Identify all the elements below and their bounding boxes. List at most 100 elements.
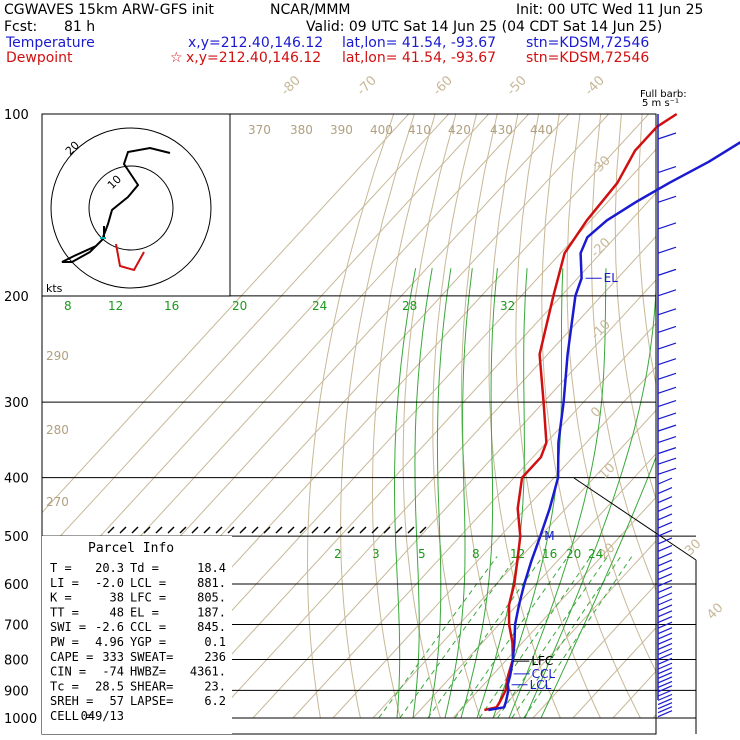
legend-temperature-stn: stn=KDSM,72546 xyxy=(526,35,650,51)
freezing-hatch xyxy=(143,526,151,534)
parcel-row-7-col-3: 4361. xyxy=(190,665,226,679)
dewpoint-line xyxy=(484,112,678,712)
theta-label-top-6: 430 xyxy=(490,123,513,137)
wind-barb xyxy=(657,706,673,714)
pressure-label-300: 300 xyxy=(4,396,29,411)
mixing-ratio-label-5: 16 xyxy=(542,547,557,561)
wind-barb xyxy=(657,604,673,612)
wind-barb xyxy=(657,676,673,684)
wind-barb xyxy=(657,222,677,230)
wind-barb xyxy=(657,342,677,350)
parcel-row-7-col-2: HWBZ= xyxy=(130,665,166,679)
legend-dewpoint-latlon: lat,lon= 41.54, -93.67 xyxy=(342,50,497,66)
parcel-row-6-col-3: 236 xyxy=(204,650,226,664)
theta-label-top-1: 380 xyxy=(290,123,313,137)
dry-adiabat-300 xyxy=(460,114,521,719)
wind-barb xyxy=(657,537,673,545)
theta-e-label-3: 20 xyxy=(232,299,247,313)
parcel-row-9-col-1: 57 xyxy=(110,694,124,708)
wind-barb xyxy=(657,566,673,574)
wind-legend: Full barb: 5 m s⁻¹ xyxy=(640,89,687,109)
dry-adiabat-270 xyxy=(371,114,436,719)
parcel-row-9-col-3: 6.2 xyxy=(204,694,226,708)
mixing-ratio-3 xyxy=(399,556,518,719)
parcel-row-1-col-2: LCL = xyxy=(130,576,166,590)
wind-barb xyxy=(657,552,673,560)
wind-barb xyxy=(657,621,673,629)
freezing-hatch xyxy=(287,526,295,534)
freezing-hatch xyxy=(347,526,355,534)
freezing-hatch xyxy=(407,526,415,534)
marker-M: M xyxy=(544,529,554,543)
dry-adiabat-370 xyxy=(637,114,656,387)
moist-adiabat-2 xyxy=(428,268,452,719)
mixing-ratio-label-1: 3 xyxy=(372,547,380,561)
mixing-ratio-label-7: 24 xyxy=(588,547,603,561)
marker-LFC: LFC xyxy=(531,654,553,668)
wind-barb xyxy=(657,685,673,693)
pressure-label-600: 600 xyxy=(4,578,29,593)
wind-barb xyxy=(657,697,673,706)
wind-barb xyxy=(657,521,673,529)
freezing-hatch xyxy=(107,526,115,534)
parcel-row-4-col-0: SWI = xyxy=(50,620,86,634)
freezing-hatch xyxy=(335,526,343,534)
plot-frame xyxy=(41,113,657,735)
mixing-ratio-lines xyxy=(378,556,633,719)
freezing-hatch xyxy=(227,526,235,534)
wind-barb xyxy=(657,477,673,485)
pressure-label-500: 500 xyxy=(4,530,29,545)
wind-barb xyxy=(657,486,673,495)
freezing-hatch xyxy=(359,526,367,534)
parcel-row-4-col-3: 845. xyxy=(197,620,226,634)
isotherm--30 xyxy=(292,322,656,719)
parcel-row-0-col-0: T = xyxy=(50,561,72,575)
wind-barbs xyxy=(657,114,677,718)
theta-label-left-2: 270 xyxy=(46,495,69,509)
dewpoint-profile xyxy=(484,112,678,712)
wind-barb xyxy=(657,513,673,521)
theta-label-top-0: 370 xyxy=(248,123,271,137)
wind-barb xyxy=(657,386,677,394)
isotherm--140 xyxy=(42,114,410,514)
mixing-ratio-label-6: 20 xyxy=(566,547,581,561)
freezing-hatch xyxy=(239,526,247,534)
moist-adiabat-1 xyxy=(412,268,433,719)
wind-barb xyxy=(657,693,673,701)
wind-barb xyxy=(657,529,673,537)
dry-adiabat-290 xyxy=(432,114,481,719)
theta-label-top-3: 400 xyxy=(370,123,393,137)
init-time: Init: 00 UTC Wed 11 Jun 25 xyxy=(516,2,704,18)
theta-label-top-5: 420 xyxy=(448,123,471,137)
wind-barb xyxy=(657,289,677,297)
theta-e-label-4: 24 xyxy=(312,299,327,313)
isotherm--130 xyxy=(42,114,450,557)
wind-barb xyxy=(657,592,673,600)
isotherm-label-3: -50 xyxy=(504,73,530,99)
isotherm-label-4: -40 xyxy=(582,73,608,99)
parcel-row-10-col-1: 049/13 xyxy=(81,709,124,723)
parcel-row-1-col-3: 881. xyxy=(197,576,226,590)
wind-barb xyxy=(657,667,673,675)
isotherm-label-0: -80 xyxy=(278,73,304,99)
parcel-row-9-col-0: SREH = xyxy=(50,694,93,708)
parcel-row-7-col-0: CIN = xyxy=(50,665,86,679)
dry-adiabat-390 xyxy=(683,114,740,718)
legend-temperature-name: Temperature xyxy=(6,35,95,51)
mixing-ratio-label-3: 8 xyxy=(472,547,480,561)
parcel-row-6-col-2: SWEAT= xyxy=(130,650,173,664)
lower-panel-edge xyxy=(573,477,697,561)
hodograph-ring-outer xyxy=(50,127,212,289)
theta-label-top-4: 410 xyxy=(408,123,431,137)
pressure-label-700: 700 xyxy=(4,618,29,633)
hodograph-ring-inner xyxy=(88,165,174,251)
wind-barb xyxy=(657,457,677,465)
wind-barb xyxy=(657,412,677,420)
legend-dewpoint-name: Dewpoint xyxy=(6,50,73,66)
parcel-row-0-col-2: Td = xyxy=(130,561,159,575)
wind-barb xyxy=(657,627,673,635)
parcel-row-8-col-2: SHEAR= xyxy=(130,679,173,693)
freezing-hatch xyxy=(299,526,307,534)
legend-dewpoint-stn: stn=KDSM,72546 xyxy=(526,50,650,66)
